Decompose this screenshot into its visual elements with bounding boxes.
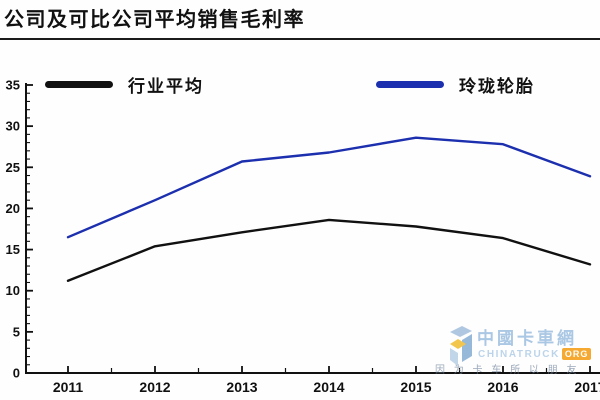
watermark-slogan: 因 为 卡 车 所 以 朋 友 bbox=[435, 365, 580, 376]
legend-item-industry-average: 行业平均 bbox=[45, 72, 204, 97]
svg-text:0: 0 bbox=[13, 366, 20, 381]
industry-average-line-swatch bbox=[45, 81, 113, 88]
watermark-site-name: 中國卡車網 bbox=[477, 329, 577, 348]
linglong-tire-line-swatch bbox=[376, 81, 444, 88]
svg-text:35: 35 bbox=[6, 78, 20, 93]
legend-label-linglong-tire: 玲珑轮胎 bbox=[459, 77, 535, 96]
page-title: 公司及可比公司平均销售毛利率 bbox=[4, 9, 305, 31]
series-line-0 bbox=[66, 218, 592, 282]
svg-text:20: 20 bbox=[6, 201, 20, 216]
chinatruck-logo-icon bbox=[450, 326, 472, 366]
svg-text:15: 15 bbox=[6, 242, 20, 257]
svg-text:2014: 2014 bbox=[313, 379, 344, 395]
x-axis-ticks: 2011 2012 2013 2014 2015 2016 2017 bbox=[53, 366, 600, 395]
svg-text:2015: 2015 bbox=[400, 379, 431, 395]
svg-text:2011: 2011 bbox=[53, 379, 84, 395]
series-line-1 bbox=[66, 136, 592, 239]
svg-text:2016: 2016 bbox=[487, 379, 518, 395]
legend-item-linglong-tire: 玲珑轮胎 bbox=[376, 72, 535, 97]
chinatruck-watermark: 中國卡車網 CHINATRUCK ORG 因 为 卡 车 所 以 朋 友 bbox=[435, 320, 600, 380]
y-axis-ticks: 0 5 10 15 20 25 30 35 bbox=[6, 78, 33, 381]
watermark-domain: CHINATRUCK bbox=[478, 348, 560, 360]
svg-text:2017: 2017 bbox=[574, 379, 600, 395]
svg-text:30: 30 bbox=[6, 119, 20, 134]
svg-text:5: 5 bbox=[13, 324, 20, 339]
svg-text:10: 10 bbox=[6, 283, 20, 298]
title-bar: 公司及可比公司平均销售毛利率 bbox=[0, 0, 600, 40]
svg-text:25: 25 bbox=[6, 160, 20, 175]
watermark-domain-suffix-badge: ORG bbox=[561, 348, 592, 360]
legend-label-industry-average: 行业平均 bbox=[128, 77, 204, 96]
svg-text:2013: 2013 bbox=[226, 379, 257, 395]
watermark-domain-row: CHINATRUCK ORG bbox=[478, 348, 592, 360]
svg-text:2012: 2012 bbox=[139, 379, 170, 395]
